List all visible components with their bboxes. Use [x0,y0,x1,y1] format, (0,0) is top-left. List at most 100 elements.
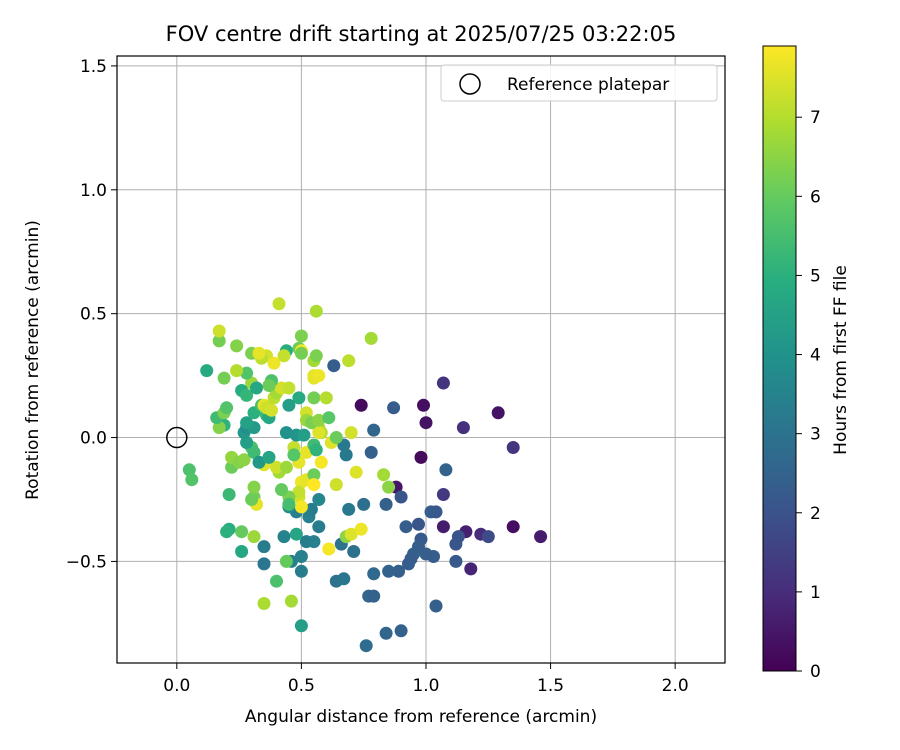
data-point [294,346,308,360]
data-point [399,520,413,534]
legend-marker-reference [459,73,481,95]
data-point [312,369,326,383]
data-point [506,520,520,534]
data-point [307,535,321,549]
data-point [282,398,296,412]
x-tick-label: 2.0 [662,676,689,696]
data-point [367,589,381,603]
data-point [327,359,341,373]
plot-frame [116,55,726,664]
data-point [429,599,443,613]
colorbar-tick-label: 2 [810,504,821,524]
data-point [257,557,271,571]
data-point [282,381,296,395]
data-point [230,364,244,378]
y-tick-label: −0.5 [66,552,107,572]
colorbar-tick-label: 7 [810,108,821,128]
data-point [297,428,311,442]
data-point [344,527,358,541]
data-point [294,329,308,343]
data-point [464,562,478,576]
data-point [481,530,495,544]
data-point [322,542,336,556]
data-point [212,324,226,338]
data-point [349,465,363,479]
data-point [185,473,199,487]
data-point [534,530,548,544]
data-point [414,450,428,464]
data-point [314,455,328,469]
data-point [252,346,266,360]
data-point [456,421,470,435]
data-point [200,364,214,378]
data-point [220,525,234,539]
y-axis-ticks: −0.5 0.0 0.5 1.0 1.5 [66,57,117,572]
legend-label-reference: Reference platepar [507,75,669,95]
data-point [257,540,271,554]
data-point [237,453,251,467]
data-point [304,502,318,516]
x-tick-label: 0.0 [163,676,190,696]
grid-lines [117,56,725,663]
colorbar-tick-label: 0 [810,662,821,682]
data-point [279,426,293,440]
data-point [309,304,323,318]
data-point [364,445,378,459]
data-point [392,564,406,578]
data-point [506,441,520,454]
data-point [307,391,321,405]
data-point [240,366,254,380]
data-point [287,448,301,462]
data-point [277,530,291,544]
data-points [182,297,548,653]
data-point [329,478,343,492]
data-point [270,460,283,474]
y-tick-label: 0.5 [80,305,107,325]
data-point [247,480,261,494]
data-point [275,483,288,497]
data-point [294,500,308,514]
data-point [319,391,333,405]
data-point [294,619,308,633]
colorbar-label: Hours from first FF file [831,265,851,455]
data-point [377,468,391,482]
data-point [252,455,266,469]
data-point [347,545,361,558]
data-point [491,406,505,420]
data-point [182,463,196,477]
data-point [379,626,393,640]
data-point [379,497,393,511]
data-point [367,567,381,581]
data-point [220,401,234,415]
chart-title: FOV centre drift starting at 2025/07/25 … [166,22,677,46]
data-point [222,488,236,501]
data-point [342,354,356,368]
data-point [337,572,351,586]
data-point [235,525,249,539]
data-point [279,460,293,474]
data-point [367,423,381,437]
data-point [262,379,276,392]
x-tick-label: 0.5 [288,676,315,696]
data-point [217,371,231,385]
data-point [436,376,450,390]
data-point [292,485,306,499]
data-point [339,448,353,462]
data-point [272,297,286,311]
y-axis-label: Rotation from reference (arcmin) [23,220,43,500]
data-point [292,391,306,405]
data-point [394,490,408,504]
colorbar-tick-label: 3 [810,425,821,445]
reference-marker [166,426,188,449]
data-point [312,493,326,506]
y-tick-label: 0.0 [80,429,107,449]
data-point [307,468,321,482]
data-point [267,356,281,370]
data-point [212,421,226,435]
data-point [240,388,254,402]
data-point [262,450,276,464]
x-tick-label: 1.5 [537,676,564,696]
data-point [344,426,358,440]
data-point [429,505,443,519]
